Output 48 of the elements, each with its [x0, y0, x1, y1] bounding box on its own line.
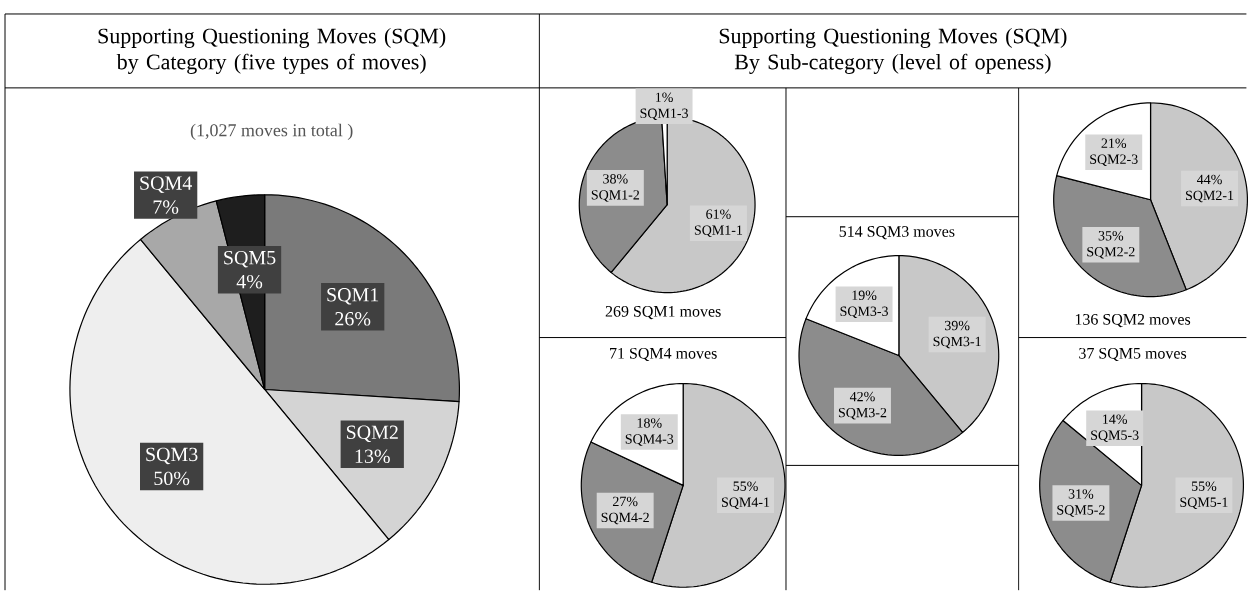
text: 269 SQM1 moves — [605, 306, 721, 320]
slice-label: SQM5 — [224, 251, 276, 268]
slice-label: SQM4 — [140, 176, 192, 194]
data-label: 31% — [1068, 489, 1094, 499]
text: 136 SQM2 moves — [1075, 314, 1191, 328]
slice-label: SQM2-3 — [1090, 154, 1138, 167]
data-label: 18% — [637, 418, 662, 428]
data-label: 14% — [1103, 414, 1127, 425]
slice-label: SQM2-2 — [1087, 247, 1135, 259]
slice-label: SQM5-1 — [1180, 497, 1228, 510]
slice-label: SQM1-3 — [640, 108, 688, 121]
slice-label: SQM1-2 — [591, 190, 640, 202]
slice-label: SQM3-3 — [840, 306, 888, 319]
data-label: 4% — [236, 275, 263, 289]
slice-label: SQM2-1 — [1186, 190, 1234, 203]
data-label: 55% — [733, 481, 758, 492]
chart-title: 514 SQM3 moves — [839, 226, 955, 240]
data-label: 27% — [612, 496, 638, 507]
data-label: 42% — [849, 391, 875, 402]
data-label: 44% — [1197, 174, 1222, 185]
data-label: 39% — [944, 320, 970, 331]
slice-label: SQM3 — [146, 447, 198, 465]
slice-label: SQM2 — [346, 425, 398, 443]
chart-title: Supporting Questioning Moves (SQM) by Category (five types of moves) — [98, 28, 446, 75]
slice-label: SQM1 — [327, 288, 379, 305]
slice-label: SQM4-3 — [625, 434, 674, 446]
chart-title: 71 SQM4 moves — [610, 348, 717, 362]
chart-subtitle: (1,027 moves in total ) — [190, 123, 353, 141]
slice-label: SQM4-1 — [721, 497, 770, 510]
data-label: 21% — [1101, 138, 1127, 149]
slice-label: SQM3-2 — [838, 408, 887, 420]
data-label: 35% — [1098, 231, 1124, 241]
slice-label: SQM1-1 — [694, 225, 743, 238]
data-label: 1% — [655, 92, 673, 103]
slice-label: SQM4-2 — [601, 512, 649, 525]
chart-title: 37 SQM5 moves — [1079, 348, 1187, 362]
data-label: 26% — [335, 312, 371, 326]
data-label: 13% — [355, 449, 390, 464]
data-label: 7% — [153, 200, 179, 214]
data-label: 55% — [1191, 481, 1217, 492]
data-label: 38% — [603, 174, 628, 184]
data-label: 19% — [852, 290, 877, 301]
text: Supporting Questioning Moves (SQM) By Sub-category (level of openess) — [719, 28, 1067, 75]
slice-label: SQM3-1 — [933, 336, 981, 349]
data-label: 61% — [706, 209, 731, 220]
data-label: 50% — [154, 471, 190, 486]
slice-label: SQM5-2 — [1057, 505, 1105, 517]
slice-label: SQM5-3 — [1091, 430, 1139, 443]
